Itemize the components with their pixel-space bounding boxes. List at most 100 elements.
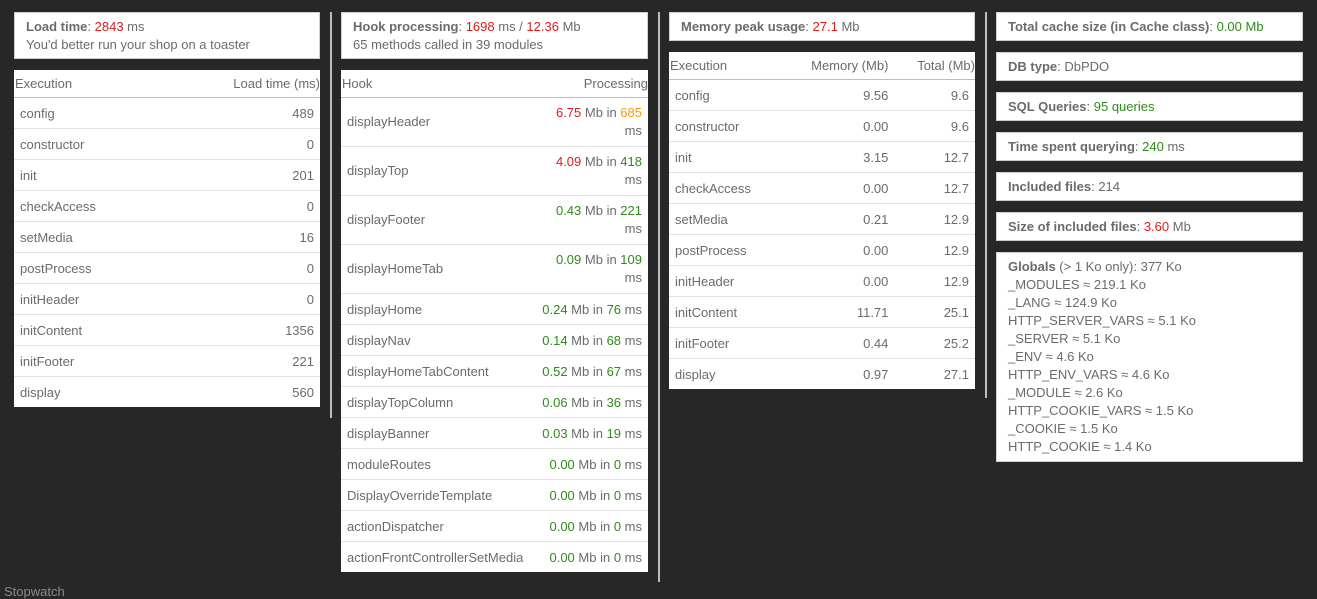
- table-row: postProcess 0: [14, 252, 320, 284]
- hook-row-processing: 0.24 Mb in 76 ms: [529, 293, 648, 325]
- hook-row-ms-unit: ms: [621, 301, 642, 317]
- memory-row-total: 12.9: [898, 265, 975, 297]
- separator: [985, 12, 987, 398]
- table-row: checkAccess 0: [14, 190, 320, 222]
- load-row-value: 1356: [167, 314, 320, 346]
- hook-row-ms-unit: ms: [621, 363, 642, 379]
- hook-row-mb: 0.24: [542, 301, 568, 317]
- table-row: initFooter 221: [14, 345, 320, 377]
- hook-row-mb-unit: Mb in: [567, 301, 607, 317]
- hook-row-name: displayHomeTab: [341, 244, 530, 294]
- load-row-name: init: [14, 159, 168, 191]
- hook-row-mb-unit: Mb in: [567, 332, 607, 348]
- time-querying-panel: Time spent querying: 240 ms: [996, 132, 1303, 161]
- hook-row-ms-unit: ms: [621, 425, 642, 441]
- load-row-value: 0: [167, 283, 320, 315]
- memory-row-name: init: [669, 141, 784, 173]
- stopwatch-link[interactable]: Stopwatch: [4, 584, 65, 599]
- table-row: displayNav 0.14 Mb in 68 ms: [341, 324, 648, 356]
- hook-row-ms: 221: [620, 203, 642, 218]
- hook-row-name: displayHomeTabContent: [341, 355, 530, 387]
- hook-row-mb-unit: Mb in: [574, 518, 614, 534]
- hook-processing-ms: 1698: [465, 19, 495, 34]
- hook-row-mb: 0.00: [549, 456, 575, 472]
- hook-row-mb: 0.03: [542, 425, 568, 441]
- globals-item: _ENV ≈ 4.6 Ko: [1008, 349, 1094, 364]
- table-row: initContent 11.71 25.1: [669, 296, 975, 328]
- hook-row-processing: 0.00 Mb in 0 ms: [529, 448, 648, 480]
- separator: [330, 12, 332, 418]
- hook-row-name: displayTopColumn: [341, 386, 530, 418]
- memory-peak-panel: Memory peak usage: 27.1 Mb: [669, 12, 975, 41]
- table-row: display 560: [14, 376, 320, 407]
- hook-row-processing: 0.43 Mb in 221 ms: [529, 195, 648, 245]
- globals-item: HTTP_SERVER_VARS ≈ 5.1 Ko: [1008, 313, 1197, 328]
- table-row: setMedia 0.21 12.9: [669, 203, 975, 235]
- load-time-table: Execution Load time (ms) config 489 constr…: [14, 70, 320, 407]
- hook-row-processing: 0.14 Mb in 68 ms: [529, 324, 648, 356]
- table-row: config 489: [14, 98, 320, 129]
- memory-peak-unit: Mb: [837, 19, 860, 34]
- table-row: displayHomeTabContent 0.52 Mb in 67 ms: [341, 355, 648, 387]
- table-row: init 3.15 12.7: [669, 141, 975, 173]
- table-row: actionFrontControllerSetMedia 0.00 Mb in …: [341, 541, 648, 572]
- hook-processing-panel: Hook processing: 1698 ms / 12.36 Mb 65 m…: [341, 12, 648, 59]
- hook-row-mb-unit: Mb in: [581, 252, 621, 267]
- hook-col-hook: Hook: [341, 70, 530, 98]
- globals-item: _MODULES ≈ 219.1 Ko: [1008, 277, 1146, 292]
- load-row-name: postProcess: [14, 252, 168, 284]
- load-row-name: initContent: [14, 314, 168, 346]
- memory-row-name: constructor: [669, 110, 784, 142]
- time-querying-value: 240: [1142, 139, 1164, 154]
- hook-processing-note: 65 methods called in 39 modules: [353, 37, 544, 52]
- memory-row-total: 27.1: [898, 358, 975, 389]
- stats-column: Total cache size (in Cache class): 0.00 …: [996, 12, 1303, 472]
- hook-row-name: actionFrontControllerSetMedia: [341, 541, 530, 572]
- globals-item: _SERVER ≈ 5.1 Ko: [1008, 331, 1121, 346]
- load-row-name: display: [14, 376, 168, 407]
- included-size-panel: Size of included files: 3.60 Mb: [996, 212, 1303, 241]
- memory-row-mem: 11.71: [783, 296, 899, 328]
- hook-processing-mb: 12.36: [526, 19, 559, 34]
- table-row: checkAccess 0.00 12.7: [669, 172, 975, 204]
- memory-row-mem: 0.44: [783, 327, 899, 359]
- hook-row-ms: 36: [606, 394, 622, 410]
- table-row: initFooter 0.44 25.2: [669, 327, 975, 359]
- hook-row-name: displayBanner: [341, 417, 530, 449]
- hook-row-ms: 0: [613, 456, 622, 472]
- load-col-execution: Execution: [14, 70, 168, 98]
- load-row-name: constructor: [14, 128, 168, 160]
- hook-row-processing: 6.75 Mb in 685 ms: [529, 98, 648, 147]
- load-row-value: 201: [167, 159, 320, 191]
- globals-item: _LANG ≈ 124.9 Ko: [1008, 295, 1118, 310]
- hook-row-ms: 418: [620, 154, 642, 169]
- globals-panel: Globals (> 1 Ko only): 377 Ko _MODULES ≈…: [996, 252, 1303, 462]
- memory-row-total: 9.6: [950, 87, 969, 103]
- included-size-value: 3.60: [1143, 219, 1170, 234]
- included-size-label: Size of included files: [1008, 219, 1137, 234]
- table-row: DisplayOverrideTemplate 0.00 Mb in 0 ms: [341, 479, 648, 511]
- hook-row-ms: 19: [606, 425, 622, 441]
- hook-processing-ms-unit: ms /: [494, 19, 527, 34]
- memory-peak-value: 27.1: [812, 19, 838, 34]
- hook-row-mb: 6.75: [555, 105, 582, 120]
- hook-row-mb-unit: Mb in: [574, 487, 614, 503]
- hook-row-name: actionDispatcher: [341, 510, 530, 542]
- memory-row-name: initHeader: [669, 265, 784, 297]
- hook-row-ms: 109: [620, 252, 642, 267]
- hook-row-mb: 0.14: [542, 332, 568, 348]
- hook-row-mb: 0.09: [555, 252, 582, 267]
- memory-row-mem: 9.56: [863, 87, 889, 103]
- load-row-name: checkAccess: [14, 190, 168, 222]
- hook-row-mb: 0.00: [549, 518, 575, 534]
- included-files-label: Included files: [1008, 179, 1092, 194]
- separator: [658, 12, 660, 582]
- hook-row-ms-unit: ms: [621, 518, 642, 534]
- memory-row-name: initContent: [669, 296, 784, 328]
- hook-row-mb-unit: Mb in: [567, 425, 607, 441]
- memory-row-mem: 3.15: [783, 141, 899, 173]
- memory-col-memory: Memory (Mb): [783, 52, 899, 80]
- memory-row-mem: 0.21: [783, 203, 899, 235]
- table-row: constructor 0.00 9.6: [669, 110, 975, 142]
- table-row: initHeader 0.00 12.9: [669, 265, 975, 297]
